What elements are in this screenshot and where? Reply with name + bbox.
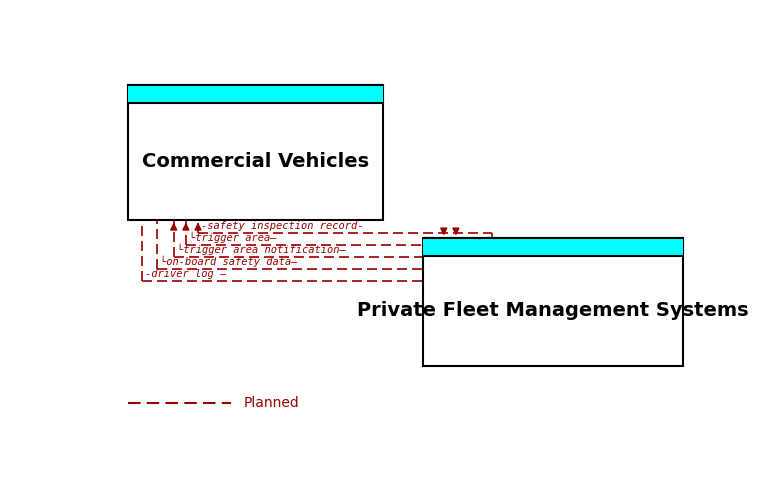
Text: Planned: Planned	[244, 396, 299, 411]
Bar	[128, 85, 383, 220]
Text: └trigger area notification—: └trigger area notification—	[177, 243, 345, 255]
Bar	[128, 85, 383, 103]
Text: Commercial Vehicles: Commercial Vehicles	[142, 152, 370, 171]
Text: -driver log —: -driver log —	[145, 268, 226, 279]
Text: Private Fleet Management Systems: Private Fleet Management Systems	[357, 301, 749, 320]
Text: └on-board safety data—: └on-board safety data—	[161, 255, 298, 266]
Bar	[423, 239, 684, 366]
Bar	[423, 239, 684, 256]
Text: └trigger area—: └trigger area—	[189, 231, 276, 243]
Text: -safety inspection record-: -safety inspection record-	[201, 221, 363, 230]
